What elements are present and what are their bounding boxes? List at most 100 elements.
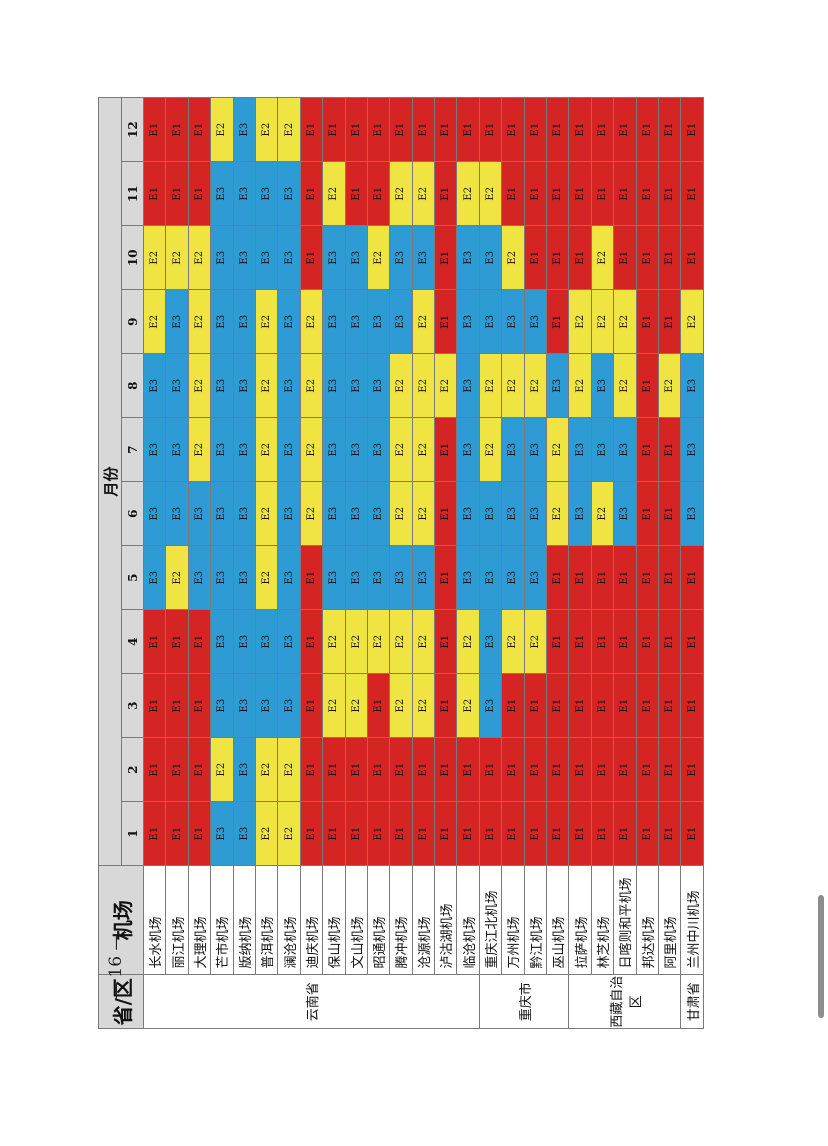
level-cell: E1 [636,801,659,866]
level-cell: E3 [233,353,256,418]
level-cell: E3 [680,481,704,546]
level-cell: E3 [277,545,301,610]
airport-name-cell: 临沧机场 [456,865,480,975]
level-cell: E2 [568,289,592,354]
level-cell: E1 [680,673,704,738]
level-cell: E1 [524,97,547,162]
level-cell: E1 [389,801,413,866]
level-cell: E1 [524,673,547,738]
level-cell: E2 [412,481,435,546]
level-cell: E3 [479,481,502,546]
level-cell: E3 [255,225,278,290]
level-cell: E1 [658,97,681,162]
level-cell: E2 [479,353,502,418]
month-header: 5 [121,545,144,610]
level-cell: E1 [568,225,592,290]
level-cell: E3 [345,225,368,290]
level-cell: E2 [412,353,435,418]
level-cell: E2 [524,353,547,418]
level-cell: E1 [367,673,390,738]
level-cell: E1 [456,801,480,866]
level-cell: E3 [479,289,502,354]
level-cell: E3 [613,417,637,482]
table-row: 大理机场 E1 E1 E1 E1 E3 E3 E2 E2 E2 E2 E1 E1 [188,97,211,1029]
level-cell: E3 [345,417,368,482]
level-cell: E3 [524,417,547,482]
level-cell: E1 [434,609,457,674]
level-cell: E3 [389,289,413,354]
level-cell: E1 [591,801,614,866]
level-cell: E2 [210,737,234,802]
level-cell: E2 [188,353,211,418]
level-cell: E2 [255,353,278,418]
page-number: — 16 — [106,933,126,1000]
level-cell: E1 [300,97,323,162]
level-cell: E3 [233,673,256,738]
level-cell: E2 [389,609,413,674]
level-cell: E3 [277,161,301,226]
level-cell: E2 [501,609,525,674]
province-cell: 甘肃省 [680,974,704,1029]
level-cell: E3 [546,353,569,418]
level-cell: E1 [636,225,659,290]
level-cell: E3 [456,289,480,354]
level-cell: E1 [188,609,211,674]
airport-name-cell: 阿里机场 [658,865,681,975]
level-cell: E2 [456,673,480,738]
table-row: 沧源机场 E1 E1 E2 E2 E3 E2 E2 E2 E2 E3 E2 E1 [412,97,435,1029]
level-cell: E1 [322,801,346,866]
level-cell: E3 [501,481,525,546]
level-cell: E1 [591,609,614,674]
level-cell: E1 [658,481,681,546]
level-cell: E1 [434,545,457,610]
level-cell: E3 [210,225,234,290]
scrollbar[interactable] [818,895,824,1018]
level-cell: E3 [277,289,301,354]
level-cell: E1 [636,673,659,738]
level-cell: E3 [255,673,278,738]
level-cell: E3 [210,609,234,674]
month-header: 9 [121,289,144,354]
level-cell: E3 [210,417,234,482]
level-cell: E1 [658,609,681,674]
level-cell: E2 [591,481,614,546]
level-cell: E1 [636,97,659,162]
level-cell: E2 [412,417,435,482]
level-cell: E3 [345,289,368,354]
level-cell: E3 [613,481,637,546]
level-cell: E1 [143,737,166,802]
level-cell: E1 [479,801,502,866]
level-cell: E3 [322,417,346,482]
table-row: 昭通机场 E1 E1 E1 E2 E3 E3 E3 E3 E3 E2 E1 E1 [367,97,390,1029]
level-cell: E3 [456,225,480,290]
level-cell: E3 [233,609,256,674]
level-cell: E1 [188,737,211,802]
level-cell: E3 [322,353,346,418]
level-cell: E3 [367,417,390,482]
level-cell: E3 [277,673,301,738]
level-cell: E3 [277,481,301,546]
level-cell: E1 [345,97,368,162]
level-cell: E3 [210,353,234,418]
level-cell: E1 [568,545,592,610]
level-cell: E1 [613,801,637,866]
level-cell: E1 [165,673,189,738]
level-cell: E1 [434,225,457,290]
level-cell: E1 [143,673,166,738]
level-cell: E1 [165,97,189,162]
table-row: 丽江机场 E1 E1 E1 E1 E2 E3 E3 E3 E3 E2 E1 E1 [165,97,189,1029]
airport-name-cell: 泸沽湖机场 [434,865,457,975]
level-cell: E2 [412,289,435,354]
level-cell: E1 [546,673,569,738]
level-cell: E2 [165,545,189,610]
level-cell: E1 [345,737,368,802]
level-cell: E3 [524,481,547,546]
level-cell: E2 [143,289,166,354]
level-cell: E2 [389,481,413,546]
level-cell: E1 [658,417,681,482]
level-cell: E1 [658,225,681,290]
level-cell: E1 [680,225,704,290]
month-header: 3 [121,673,144,738]
level-cell: E1 [613,161,637,226]
